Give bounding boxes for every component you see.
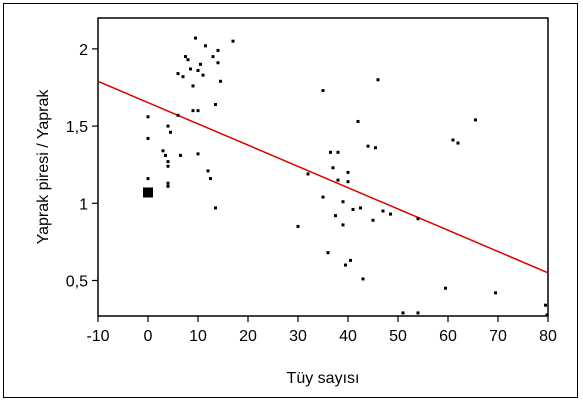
chart-frame <box>3 3 578 398</box>
data-point <box>344 263 347 267</box>
data-point <box>376 78 380 82</box>
data-point <box>296 224 300 228</box>
data-point <box>216 61 220 65</box>
data-point <box>146 177 150 181</box>
tick-labels: -10 0 10 20 30 40 50 60 70 80 0,5 1 1,5 2 <box>66 42 557 345</box>
x-tick-label: 80 <box>539 328 557 345</box>
data-point <box>389 212 392 216</box>
data-point <box>196 152 200 156</box>
data-point <box>381 209 385 213</box>
x-tick-label: 60 <box>439 328 457 345</box>
data-point <box>161 149 165 153</box>
x-axis-label: Tüy sayısı <box>287 370 360 387</box>
data-point <box>494 291 497 295</box>
y-tick-label: 0,5 <box>66 273 88 290</box>
data-point <box>336 150 340 154</box>
data-point <box>321 89 325 93</box>
data-point <box>349 258 352 262</box>
data-point <box>196 68 200 72</box>
data-point <box>146 115 150 119</box>
y-tick-label: 1,5 <box>66 119 88 136</box>
data-point <box>194 36 197 40</box>
data-point <box>214 206 217 210</box>
data-point <box>346 170 350 174</box>
data-point <box>189 67 192 71</box>
data-point <box>359 206 362 210</box>
x-tick-label: -10 <box>86 328 109 345</box>
data-point <box>545 313 549 317</box>
x-tick-label: 70 <box>489 328 507 345</box>
data-point <box>329 150 332 154</box>
data-point <box>231 39 235 43</box>
data-point <box>176 72 180 76</box>
data-point <box>166 164 170 168</box>
data-point <box>336 178 340 182</box>
data-point <box>186 58 190 62</box>
data-point <box>164 153 167 157</box>
data-points <box>143 36 549 317</box>
data-point <box>451 138 455 142</box>
axis-ticks <box>92 48 549 322</box>
data-point <box>204 44 207 48</box>
data-point <box>341 223 345 227</box>
data-point <box>179 153 182 157</box>
data-point <box>371 218 375 222</box>
data-point <box>306 172 310 176</box>
data-point <box>346 180 350 184</box>
x-tick-label: 40 <box>339 328 357 345</box>
data-point <box>181 75 185 79</box>
data-point <box>199 62 202 66</box>
data-point <box>206 169 210 173</box>
data-point <box>334 214 337 218</box>
data-point <box>219 79 222 83</box>
data-point <box>214 102 217 106</box>
data-point <box>356 119 360 123</box>
data-point <box>416 311 420 315</box>
data-point <box>176 113 180 117</box>
highlight-point <box>143 187 153 198</box>
data-point <box>361 277 365 281</box>
data-point <box>201 73 205 77</box>
data-point <box>211 55 215 59</box>
data-point <box>166 181 170 185</box>
data-point <box>351 207 355 211</box>
data-point <box>456 141 460 145</box>
data-point <box>184 55 187 59</box>
data-point <box>191 84 195 88</box>
data-point <box>191 109 195 113</box>
data-point <box>374 146 377 150</box>
data-point <box>216 48 220 52</box>
data-point <box>169 130 172 134</box>
data-point <box>416 217 420 221</box>
x-tick-label: 50 <box>389 328 407 345</box>
data-point <box>544 303 547 307</box>
data-point <box>326 251 330 255</box>
data-point <box>166 124 170 128</box>
data-point <box>146 136 150 140</box>
data-point <box>209 177 212 181</box>
x-tick-label: 20 <box>239 328 257 345</box>
data-point <box>444 286 447 290</box>
data-point <box>196 109 200 113</box>
x-tick-label: 30 <box>289 328 307 345</box>
data-point <box>341 200 345 204</box>
x-tick-label: 0 <box>144 328 153 345</box>
data-point <box>366 144 370 148</box>
data-point <box>166 160 170 164</box>
y-axis-label: Yaprak piresi / Yaprak <box>35 89 52 245</box>
data-point <box>166 184 170 188</box>
regression-line <box>97 80 549 274</box>
x-tick-label: 10 <box>189 328 207 345</box>
y-tick-label: 1 <box>79 196 88 213</box>
data-point <box>474 118 477 122</box>
plot-area-border <box>97 17 549 317</box>
data-point <box>331 166 335 170</box>
data-point <box>321 195 325 199</box>
y-tick-label: 2 <box>79 42 88 59</box>
data-point <box>401 311 405 315</box>
